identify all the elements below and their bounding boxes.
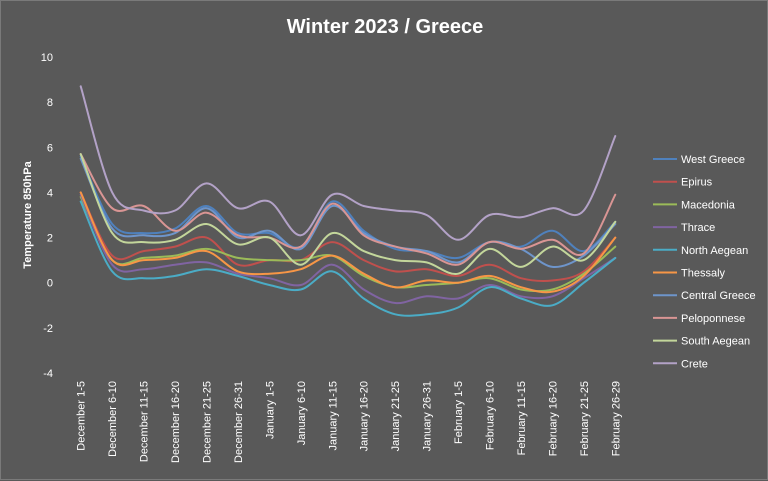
legend: West Greece Epirus Macedonia Thrace North Ae… <box>653 154 756 370</box>
series-line-north-aegean <box>79 200 617 317</box>
legend-label-thessaly: Thessaly <box>681 268 726 280</box>
legend-label-west-greece: West Greece <box>681 154 745 166</box>
x-tick-label: December 1-5 <box>76 381 88 451</box>
x-tick-label: December 16-20 <box>170 381 182 463</box>
y-tick-label: 0 <box>47 278 53 290</box>
legend-label-central-greece: Central Greece <box>681 290 756 302</box>
series-line-peloponnese <box>79 153 617 266</box>
x-tick-label: January 11-15 <box>327 381 339 451</box>
x-tick-label: January 21-25 <box>390 381 402 451</box>
series-line-west-greece <box>79 155 617 260</box>
y-tick-label: -4 <box>43 368 53 380</box>
series-line-macedonia <box>79 195 617 293</box>
series-line-crete <box>79 85 617 241</box>
y-axis-label: Temperature 850hPa <box>22 160 34 268</box>
series-lines <box>79 85 617 317</box>
legend-label-south-aegean: South Aegean <box>681 336 750 348</box>
y-axis-ticks: -4 -2 0 2 4 6 8 10 <box>41 52 53 380</box>
x-tick-label: February 11-15 <box>516 381 528 455</box>
series-line-thessaly <box>79 191 617 294</box>
y-tick-label: 4 <box>47 187 53 199</box>
x-tick-label: January 26-31 <box>422 381 434 451</box>
legend-label-epirus: Epirus <box>681 177 713 189</box>
series-line-south-aegean <box>79 153 617 275</box>
x-axis-ticks: December 1-5 December 6-10 December 11-15 D… <box>76 381 623 463</box>
x-tick-label: December 26-31 <box>233 381 245 463</box>
x-tick-label: February 6-10 <box>485 381 497 450</box>
legend-label-peloponnese: Peloponnese <box>681 313 745 325</box>
x-tick-label: December 6-10 <box>107 381 119 457</box>
series-line-thrace <box>79 193 617 305</box>
x-tick-label: December 21-25 <box>202 381 214 463</box>
x-tick-label: February 21-25 <box>579 381 591 456</box>
x-tick-label: February 26-29 <box>610 381 622 456</box>
x-tick-label: January 16-20 <box>359 381 371 451</box>
chart-title: Winter 2023 / Greece <box>287 16 484 38</box>
x-tick-label: January 6-10 <box>296 381 308 445</box>
y-tick-label: 6 <box>47 142 53 154</box>
y-tick-label: -2 <box>43 323 53 335</box>
x-tick-label: February 1-5 <box>453 381 465 444</box>
y-tick-label: 2 <box>47 233 53 245</box>
y-tick-label: 10 <box>41 52 53 64</box>
x-tick-label: December 11-15 <box>139 381 151 462</box>
series-line-epirus <box>79 191 617 282</box>
y-tick-label: 8 <box>47 97 53 109</box>
x-tick-label: January 1-5 <box>264 381 276 439</box>
x-tick-label: February 16-20 <box>547 381 559 456</box>
legend-label-macedonia: Macedonia <box>681 199 736 211</box>
legend-label-crete: Crete <box>681 358 708 370</box>
legend-label-north-aegean: North Aegean <box>681 245 748 257</box>
legend-label-thrace: Thrace <box>681 222 715 234</box>
